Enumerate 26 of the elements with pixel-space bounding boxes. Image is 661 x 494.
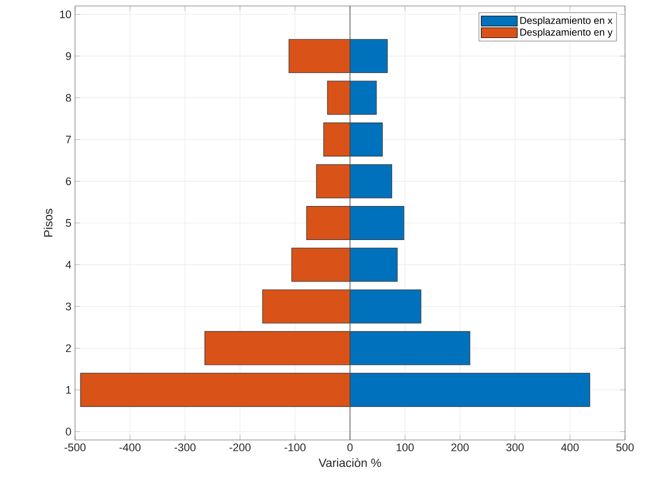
legend-label: Desplazamiento en y bbox=[520, 28, 613, 38]
y-tick-label: 3 bbox=[66, 302, 72, 310]
x-tick-label: 300 bbox=[506, 444, 524, 452]
y-tick-label: 7 bbox=[66, 136, 71, 144]
x-tick-label: 0 bbox=[347, 444, 353, 452]
x-tick-label: -100 bbox=[284, 444, 306, 452]
x-tick-label: 100 bbox=[396, 444, 414, 452]
y-tick-label: 9 bbox=[66, 52, 71, 60]
y-tick-label: 2 bbox=[66, 344, 71, 352]
x-axis-title: Variaciòn % bbox=[318, 458, 382, 468]
x-tick-label: -400 bbox=[120, 444, 141, 452]
x-tick-label: -200 bbox=[230, 444, 251, 452]
x-tick-label: -500 bbox=[64, 444, 86, 452]
y-tick-label: 0 bbox=[66, 428, 72, 436]
y-tick-label: 5 bbox=[66, 219, 72, 227]
x-tick-label: 400 bbox=[561, 444, 579, 452]
y-tick-label: 4 bbox=[66, 260, 72, 268]
x-tick-label: -300 bbox=[174, 444, 196, 452]
x-tick-label: 200 bbox=[451, 444, 469, 452]
y-tick-label: 8 bbox=[66, 94, 72, 102]
y-axis-title: Pisos bbox=[44, 208, 52, 237]
y-tick-label: 10 bbox=[60, 10, 72, 18]
y-tick-label: 6 bbox=[66, 177, 72, 186]
legend-label: Desplazamiento en x bbox=[520, 16, 612, 26]
y-tick-label: 1 bbox=[66, 386, 71, 394]
x-tick-label: 500 bbox=[616, 444, 634, 452]
